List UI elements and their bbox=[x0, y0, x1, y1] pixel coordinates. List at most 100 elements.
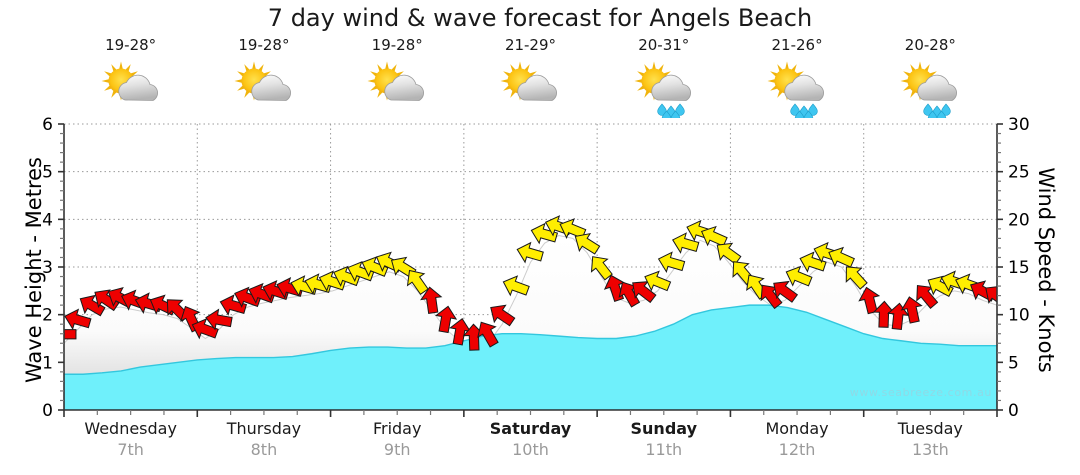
right-tick-label: 25 bbox=[1008, 163, 1030, 183]
right-tick-label: 5 bbox=[1008, 353, 1019, 373]
left-tick-label: 5 bbox=[42, 163, 53, 183]
left-tick-label: 6 bbox=[42, 115, 53, 135]
right-tick-label: 30 bbox=[1008, 115, 1030, 135]
wind-arrow bbox=[716, 242, 742, 265]
temperature-range: 19-28° bbox=[238, 36, 290, 54]
day-header: 19-28° bbox=[331, 36, 464, 126]
wind-arrow bbox=[516, 241, 544, 264]
day-header: 21-26° bbox=[730, 36, 863, 126]
page-title: 7 day wind & wave forecast for Angels Be… bbox=[267, 4, 813, 32]
wind-arrow bbox=[985, 285, 997, 308]
day-date: 11th bbox=[645, 440, 683, 459]
day-footer: Saturday 10th bbox=[464, 418, 597, 468]
day-header: 21-29° bbox=[464, 36, 597, 126]
wind-arrow bbox=[773, 280, 799, 303]
wind-arrow bbox=[900, 296, 923, 324]
right-tick-label: 10 bbox=[1008, 306, 1030, 326]
temperature-range: 21-29° bbox=[504, 36, 557, 54]
day-header: 19-28° bbox=[64, 36, 197, 126]
day-header: 19-28° bbox=[197, 36, 330, 126]
wave-height-area bbox=[64, 304, 997, 410]
wind-arrow bbox=[191, 318, 219, 340]
day-name: Wednesday bbox=[84, 419, 177, 438]
day-date: 8th bbox=[250, 440, 278, 459]
wind-arrow bbox=[502, 275, 530, 297]
day-header: 20-28° bbox=[864, 36, 997, 126]
wind-arrow bbox=[64, 308, 92, 331]
wind-arrow bbox=[219, 294, 248, 316]
temperature-range: 21-26° bbox=[771, 36, 823, 54]
day-date: 7th bbox=[117, 440, 144, 459]
wind-arrow bbox=[845, 266, 868, 290]
day-header: 20-31° bbox=[597, 36, 730, 126]
partly-cloudy-rain-icon bbox=[767, 61, 825, 118]
day-date: 13th bbox=[911, 440, 949, 459]
right-tick-label: 15 bbox=[1008, 258, 1030, 278]
temperature-range: 19-28° bbox=[371, 36, 423, 54]
day-name: Sunday bbox=[630, 419, 698, 438]
wind-arrow bbox=[205, 308, 233, 331]
left-tick-label: 0 bbox=[42, 401, 53, 421]
wind-arrow bbox=[644, 270, 672, 292]
day-footer: Wednesday 7th bbox=[64, 418, 197, 468]
partly-cloudy-icon bbox=[101, 61, 158, 101]
partly-cloudy-rain-icon bbox=[634, 61, 691, 118]
partly-cloudy-rain-icon bbox=[900, 61, 958, 118]
day-date: 9th bbox=[383, 440, 411, 459]
wind-arrow bbox=[632, 281, 657, 304]
watermark-text: www.seabreeze.com.au bbox=[850, 386, 992, 399]
wind-arrow bbox=[420, 286, 443, 314]
left-axis-ticks: 0 1 2 3 4 5 6 bbox=[42, 115, 64, 421]
temperature-range: 19-28° bbox=[105, 36, 157, 54]
temperature-range: 20-28° bbox=[904, 36, 956, 54]
day-footer-strip: Wednesday 7th Thursday 8th Friday 9th Saturday… bbox=[64, 418, 997, 468]
wind-arrow bbox=[618, 281, 641, 308]
wind-arrow bbox=[449, 318, 472, 346]
wind-arrow bbox=[434, 305, 458, 334]
day-footer: Thursday 8th bbox=[197, 418, 330, 468]
wind-arrow bbox=[79, 294, 106, 317]
temperature-range: 20-31° bbox=[638, 36, 690, 54]
day-header-strip: 19-28° 19-28° 19-28° 21-29° 20-31° 21-26° 20-2… bbox=[64, 36, 997, 126]
day-footer: Sunday 11th bbox=[597, 418, 730, 468]
wind-arrow bbox=[700, 225, 728, 247]
left-tick-label: 1 bbox=[42, 353, 53, 373]
wind-arrow bbox=[490, 304, 516, 327]
day-date: 12th bbox=[778, 440, 816, 459]
left-tick-label: 2 bbox=[42, 306, 53, 326]
left-tick-label: 3 bbox=[42, 258, 53, 278]
wind-arrow bbox=[530, 222, 559, 245]
partly-cloudy-icon bbox=[367, 61, 425, 101]
day-name: Monday bbox=[765, 419, 829, 438]
day-footer: Friday 9th bbox=[331, 418, 464, 468]
wind-arrow bbox=[760, 284, 783, 310]
wind-arrow bbox=[361, 256, 389, 278]
wind-arrow bbox=[672, 232, 700, 254]
wind-arrow bbox=[799, 251, 827, 273]
wind-arrow bbox=[828, 246, 855, 268]
day-name: Thursday bbox=[226, 419, 302, 438]
day-date: 10th bbox=[512, 440, 549, 459]
wind-arrow bbox=[916, 284, 939, 309]
day-name: Saturday bbox=[489, 419, 572, 438]
day-footer: Monday 12th bbox=[730, 418, 863, 468]
day-name: Tuesday bbox=[897, 419, 963, 438]
wind-arrow bbox=[785, 265, 813, 287]
wind-arrow bbox=[559, 218, 587, 240]
day-name: Friday bbox=[372, 419, 422, 438]
bottom-axis-ticks bbox=[63, 410, 998, 417]
day-footer: Tuesday 13th bbox=[864, 418, 997, 468]
wind-arrow bbox=[477, 321, 499, 348]
wind-direction-arrows bbox=[64, 215, 997, 351]
wind-arrow bbox=[872, 300, 896, 328]
partly-cloudy-icon bbox=[500, 61, 558, 101]
right-tick-label: 20 bbox=[1008, 210, 1030, 230]
wind-arrow bbox=[657, 251, 686, 273]
right-tick-label: 0 bbox=[1008, 401, 1019, 421]
left-tick-label: 4 bbox=[42, 210, 53, 230]
wind-arrow bbox=[406, 269, 429, 295]
right-axis-ticks: 0 5 10 15 20 25 30 bbox=[997, 115, 1030, 421]
